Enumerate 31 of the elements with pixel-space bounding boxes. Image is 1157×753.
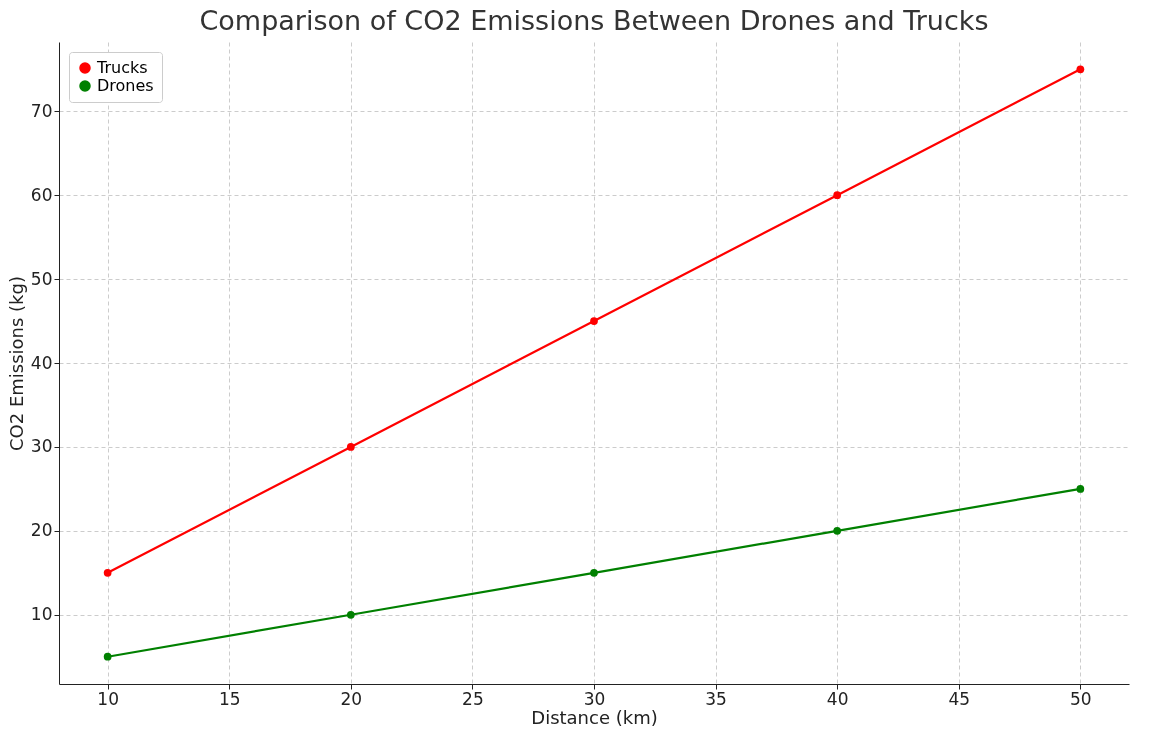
x-tick-label: 30 (583, 688, 606, 709)
point (103, 652, 112, 661)
y-tick-label: 30 (30, 436, 53, 457)
point (1076, 65, 1085, 74)
point (103, 568, 112, 577)
point (1076, 485, 1085, 493)
legend-label: Trucks (96, 58, 148, 77)
x-tick-label: 20 (340, 688, 363, 709)
x-tick-label: 45 (948, 688, 971, 709)
point (833, 191, 842, 200)
chart-title: Comparison of CO2 Emissions Between Drones and Trucks (199, 5, 989, 36)
legend-label: Drones (97, 76, 154, 95)
y-tick-label: 40 (30, 352, 53, 373)
y-tick-label: 70 (30, 100, 53, 121)
y-tick-label: 20 (30, 520, 53, 541)
x-tick-label: 25 (462, 688, 484, 709)
point (590, 568, 598, 577)
y-tick-label: 50 (30, 268, 53, 289)
point (590, 317, 598, 325)
y-axis-title: CO2 Emissions (kg) (5, 276, 27, 451)
y-tick-label: 10 (30, 604, 53, 625)
x-tick-label: 50 (1070, 688, 1092, 709)
x-tick-label: 35 (705, 688, 727, 709)
x-tick-label: 40 (826, 688, 849, 709)
x-tick-label: 10 (97, 688, 119, 709)
point (346, 610, 355, 619)
y-tick-label: 60 (30, 184, 53, 205)
point (833, 526, 842, 535)
x-tick-label: 15 (218, 688, 241, 709)
x-axis-title: Distance (km) (531, 706, 658, 728)
point (346, 443, 355, 451)
